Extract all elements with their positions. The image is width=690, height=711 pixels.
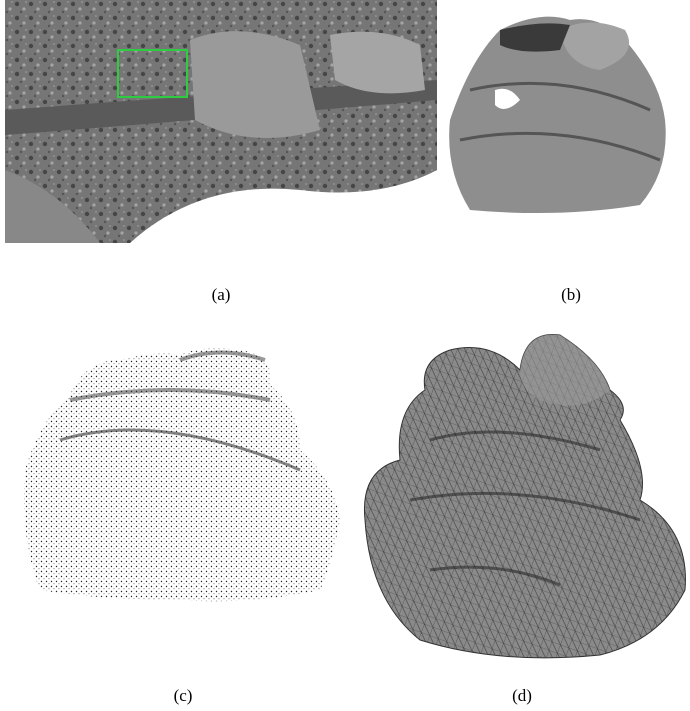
- panel-d-image: [364, 334, 685, 657]
- panel-c-image: [24, 348, 340, 601]
- page: (a) (b) (c) (d) (() => { const data = JS…: [0, 0, 690, 711]
- panel-caption: (d): [512, 686, 532, 705]
- panel-a-image: [5, 0, 437, 243]
- panel-b-image: [449, 17, 666, 213]
- panel-caption: (a): [212, 285, 231, 304]
- panel-caption: (c): [174, 686, 193, 705]
- panel-caption: (b): [561, 285, 581, 304]
- figure: (a) (b) (c) (d): [0, 0, 690, 711]
